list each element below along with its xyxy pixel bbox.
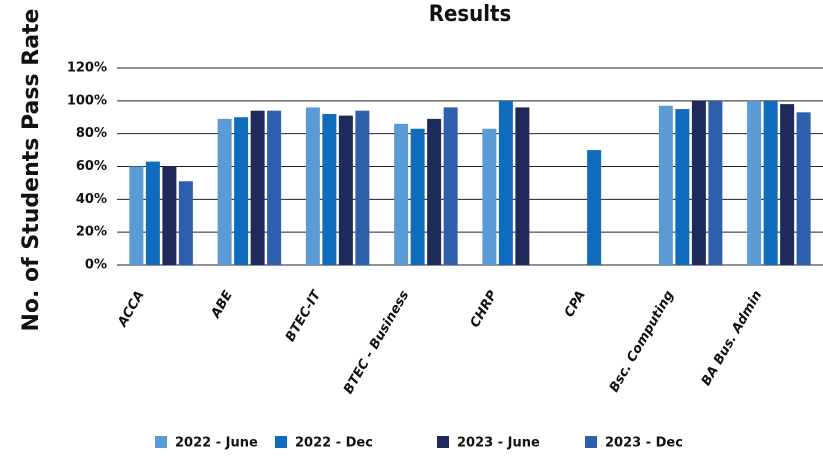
bar <box>658 105 673 265</box>
chart-title: Results <box>429 2 512 27</box>
y-tick-label: 0% <box>85 258 107 273</box>
bar <box>322 113 337 265</box>
bar <box>178 181 193 265</box>
y-tick-label: 80% <box>76 126 107 141</box>
bar <box>355 110 370 265</box>
x-tick-label: Bsc. Computing <box>607 288 677 395</box>
y-tick-label: 20% <box>76 225 107 240</box>
bar <box>338 115 353 265</box>
bar <box>305 107 320 266</box>
bar <box>427 118 442 266</box>
legend-label: 2023 - June <box>457 436 540 451</box>
bar <box>796 112 811 265</box>
legend-label: 2023 - Dec <box>605 436 683 451</box>
x-tick-label: CHRP <box>468 288 501 331</box>
x-tick-label: BTEC-IT <box>283 287 325 344</box>
bar <box>708 100 723 265</box>
bar <box>587 150 602 265</box>
bar <box>234 117 249 265</box>
bar <box>267 110 282 265</box>
y-tick-label: 100% <box>67 93 107 108</box>
bar <box>763 100 778 265</box>
legend-label: 2022 - Dec <box>295 436 373 451</box>
bar <box>498 100 513 265</box>
bar <box>410 128 425 265</box>
y-tick-label: 60% <box>76 159 107 174</box>
y-tick-label: 120% <box>67 61 107 76</box>
x-tick-label: BTEC - Business <box>341 288 412 397</box>
x-tick-label: ACCA <box>115 288 148 330</box>
bar <box>675 109 690 266</box>
y-axis-label: No. of Students Pass Rate <box>19 9 44 332</box>
bar <box>250 110 265 265</box>
bar <box>394 123 409 265</box>
legend-swatch <box>585 436 597 448</box>
x-tick-label: CPA <box>562 288 589 320</box>
bar <box>129 166 144 265</box>
bar <box>691 100 706 265</box>
bar <box>443 107 458 266</box>
bar <box>162 166 177 265</box>
x-tick-label: ABE <box>208 288 236 321</box>
legend-label: 2022 - June <box>175 436 258 451</box>
legend-swatch <box>275 436 287 448</box>
bar <box>217 118 232 266</box>
bar <box>482 128 497 265</box>
legend-swatch <box>155 436 167 448</box>
bar <box>780 104 795 265</box>
y-tick-label: 40% <box>76 192 107 207</box>
x-tick-label: BA Bus. Admin <box>699 288 766 388</box>
bar <box>145 161 160 265</box>
bar <box>747 100 762 265</box>
bar <box>515 107 530 266</box>
legend-swatch <box>437 436 449 448</box>
